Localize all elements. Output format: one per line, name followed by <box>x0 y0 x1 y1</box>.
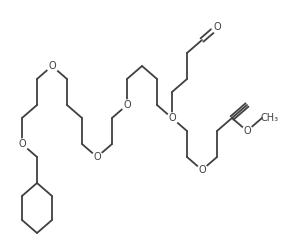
Text: CH₃: CH₃ <box>261 113 279 123</box>
Text: O: O <box>213 22 221 32</box>
Text: O: O <box>198 165 206 175</box>
Text: O: O <box>93 152 101 162</box>
Text: O: O <box>168 113 176 123</box>
Text: O: O <box>48 61 56 71</box>
Text: O: O <box>243 126 251 136</box>
Text: O: O <box>18 139 26 149</box>
Text: O: O <box>123 100 131 110</box>
